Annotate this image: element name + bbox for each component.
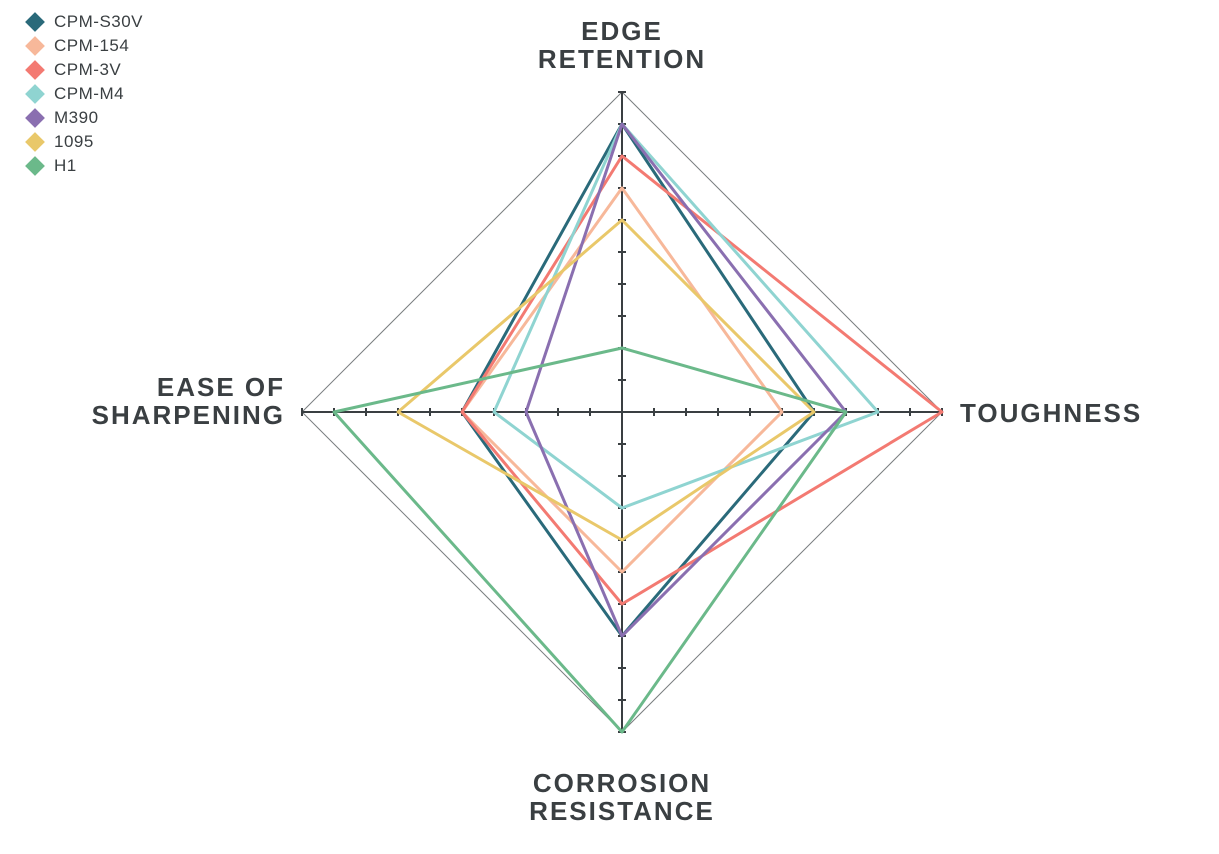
axis-label-line: CORROSION <box>533 768 711 798</box>
axis-label: CORROSIONRESISTANCE <box>529 768 715 826</box>
series-line <box>462 124 814 636</box>
axis-label-line: RESISTANCE <box>529 796 715 826</box>
axis-label-line: TOUGHNESS <box>960 398 1142 428</box>
axis-label-line: EASE OF <box>157 372 285 402</box>
radar-chart: EDGERETENTION TOUGHNESS CORROSIONRESISTANC… <box>0 0 1219 854</box>
axis-label-line: RETENTION <box>538 44 706 74</box>
series-line <box>462 156 942 604</box>
axis-label: EASE OFSHARPENING <box>92 372 285 430</box>
axis-label: TOUGHNESS <box>960 398 1142 428</box>
axis-label-line: SHARPENING <box>92 400 285 430</box>
axis-label-line: EDGE <box>581 16 663 46</box>
axis-label: EDGERETENTION <box>538 16 706 74</box>
